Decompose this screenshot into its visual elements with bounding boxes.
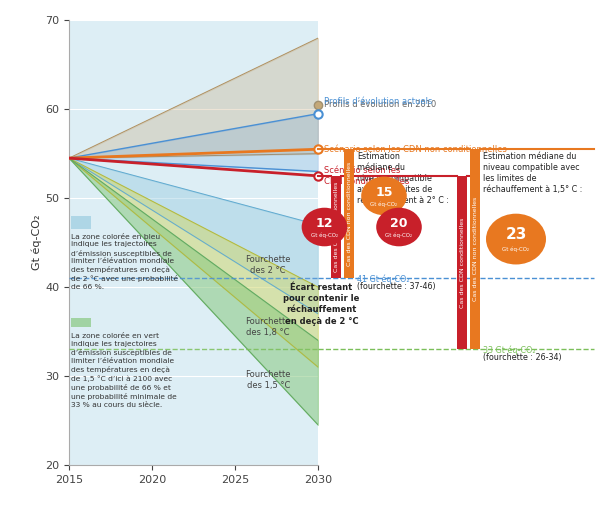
Text: 41 Gt éq-CO₂: 41 Gt éq-CO₂ <box>357 274 410 283</box>
Text: Gt éq-CO₂: Gt éq-CO₂ <box>385 232 413 238</box>
Text: Scénario selon les CDN non conditionnelles: Scénario selon les CDN non conditionnell… <box>324 145 507 154</box>
Text: Estimation
médiane du
niveau compatible
avec les limites de
réchauffement à 2° C: Estimation médiane du niveau compatible … <box>357 152 449 205</box>
Text: La zone colorée en vert
indique les trajectoires
d’émission susceptibles de
limi: La zone colorée en vert indique les traj… <box>71 333 176 407</box>
Text: Estimation médiane du
niveau compatible avec
les limites de
réchauffement à 1,5°: Estimation médiane du niveau compatible … <box>484 152 583 194</box>
Text: Gt éq-CO₂: Gt éq-CO₂ <box>311 232 338 238</box>
Text: Écart restant
pour contenir le
réchauffement
en deçà de 2 °C: Écart restant pour contenir le réchauffe… <box>283 283 359 326</box>
Text: Profils d’évolution en 2010: Profils d’évolution en 2010 <box>324 100 436 109</box>
Text: Gt éq-CO₂: Gt éq-CO₂ <box>370 201 398 207</box>
Text: 15: 15 <box>375 186 393 199</box>
Text: 20: 20 <box>390 217 408 230</box>
Text: Scénario selon les
CDN conditionnelles: Scénario selon les CDN conditionnelles <box>324 166 409 185</box>
Text: La zone colorée en bleu
indique les trajectoires
d’émission susceptibles de
limi: La zone colorée en bleu indique les traj… <box>71 234 178 290</box>
Text: Profils d’évolution actuels: Profils d’évolution actuels <box>324 97 433 106</box>
Text: Fourchette
des 1,8 °C: Fourchette des 1,8 °C <box>245 317 291 337</box>
Text: Fourchette
des 2 °C: Fourchette des 2 °C <box>245 255 291 275</box>
Text: Cas des CDN non conditionnelles: Cas des CDN non conditionnelles <box>473 197 478 301</box>
Text: Cas des CDN conditionnelles: Cas des CDN conditionnelles <box>334 182 338 272</box>
Text: 23: 23 <box>505 227 527 242</box>
Text: (fourchette : 37-46): (fourchette : 37-46) <box>357 282 436 291</box>
Text: Cas des CDN non conditionnelles: Cas des CDN non conditionnelles <box>347 162 352 266</box>
Text: Fourchette
des 1,5 °C: Fourchette des 1,5 °C <box>245 370 291 391</box>
Text: Gt éq-CO₂: Gt éq-CO₂ <box>502 247 530 252</box>
Text: 12: 12 <box>316 217 333 230</box>
Text: 33 Gt éq-CO₂: 33 Gt éq-CO₂ <box>484 345 536 355</box>
Text: Cas des CDN conditionnelles: Cas des CDN conditionnelles <box>460 217 464 308</box>
Text: (fourchette : 26-34): (fourchette : 26-34) <box>484 354 562 362</box>
Bar <box>71 216 91 229</box>
Bar <box>71 318 91 327</box>
Y-axis label: Gt éq-CO₂: Gt éq-CO₂ <box>32 215 43 270</box>
